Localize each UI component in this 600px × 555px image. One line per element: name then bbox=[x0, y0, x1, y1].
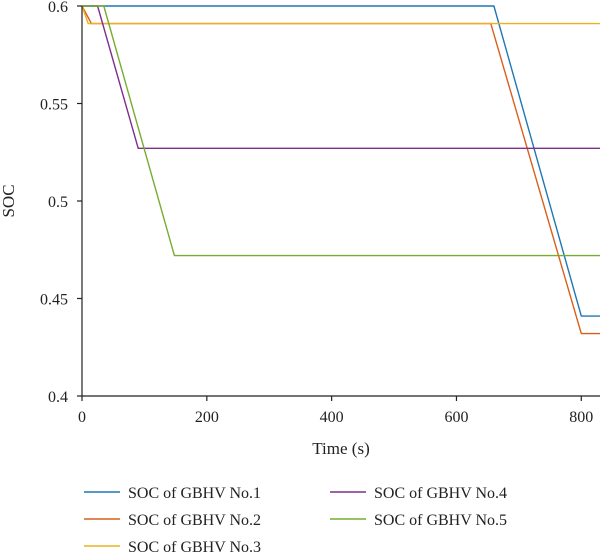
series-line-gbhv-5 bbox=[82, 5, 600, 257]
legend: SOC of GBHV No.1 SOC of GBHV No.2 SOC of G… bbox=[84, 485, 507, 555]
x-tick-label: 800 bbox=[569, 409, 593, 426]
x-tick-label: 0 bbox=[78, 409, 86, 426]
y-tick-label: 0.45 bbox=[40, 292, 68, 309]
legend-label: SOC of GBHV No.1 bbox=[128, 485, 261, 502]
y-tick-label: 0.5 bbox=[48, 194, 68, 211]
legend-label: SOC of GBHV No.2 bbox=[128, 512, 261, 529]
legend-item: SOC of GBHV No.1 bbox=[84, 485, 261, 502]
y-axis-label: SOC bbox=[0, 184, 18, 217]
x-tick-label: 200 bbox=[195, 409, 219, 426]
legend-item: SOC of GBHV No.4 bbox=[330, 485, 507, 502]
legend-item: SOC of GBHV No.3 bbox=[84, 539, 261, 555]
legend-label: SOC of GBHV No.3 bbox=[128, 539, 261, 555]
legend-label: SOC of GBHV No.4 bbox=[374, 485, 507, 502]
axis-ticks: 0 200 400 600 800 0.4 0.45 0.5 0.55 0.6 bbox=[40, 0, 593, 426]
x-axis-label: Time (s) bbox=[312, 439, 369, 458]
y-tick-label: 0.55 bbox=[40, 97, 68, 114]
series-line-gbhv-4 bbox=[82, 5, 600, 150]
y-tick-label: 0.4 bbox=[48, 389, 68, 406]
series-line-gbhv-2 bbox=[81, 5, 600, 335]
plot-area bbox=[81, 5, 600, 335]
series-line-gbhv-1 bbox=[82, 5, 600, 317]
legend-label: SOC of GBHV No.5 bbox=[374, 512, 507, 529]
x-tick-label: 400 bbox=[320, 409, 344, 426]
y-tick-label: 0.6 bbox=[48, 0, 68, 16]
legend-item: SOC of GBHV No.2 bbox=[84, 512, 261, 529]
axes bbox=[81, 6, 600, 397]
x-tick-label: 600 bbox=[444, 409, 468, 426]
series-line-gbhv-3 bbox=[81, 5, 600, 25]
legend-item: SOC of GBHV No.5 bbox=[330, 512, 507, 529]
